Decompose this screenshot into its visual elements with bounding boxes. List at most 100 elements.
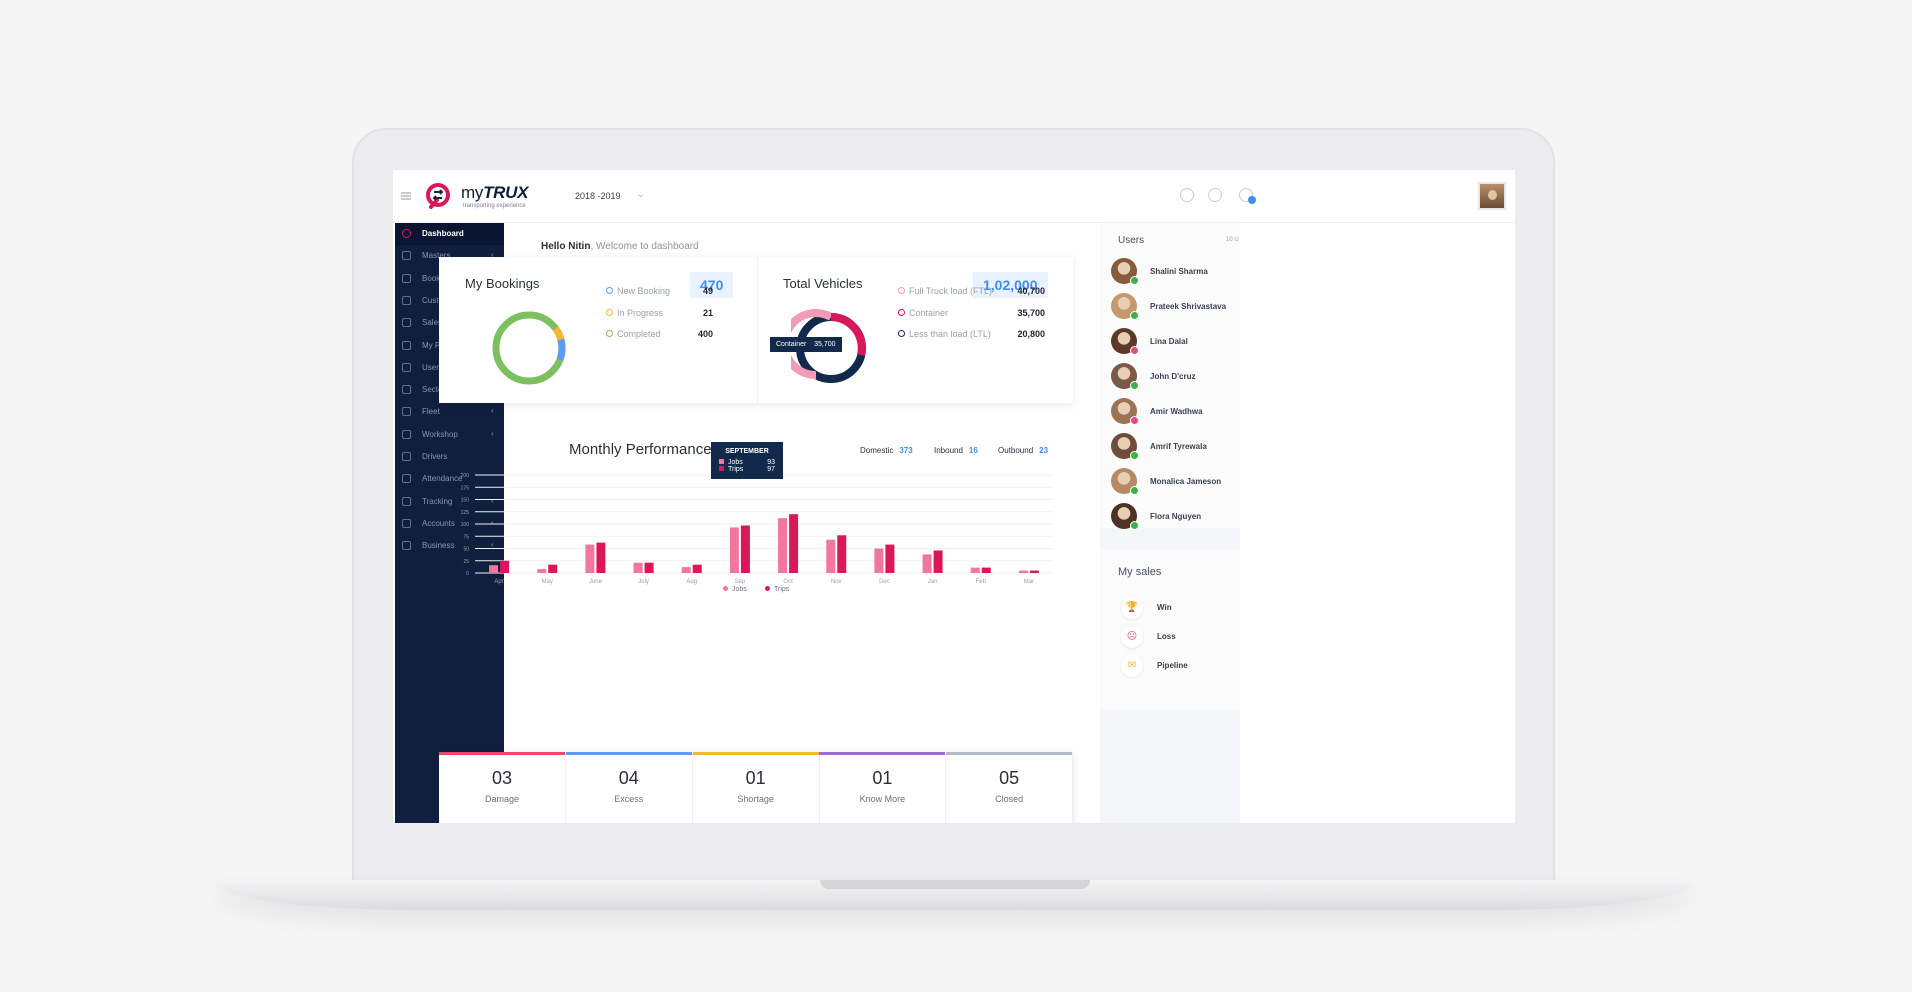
bar-trips-oct[interactable] xyxy=(789,514,799,573)
fiscal-year-select[interactable]: 2018 -2019 xyxy=(575,191,621,201)
performance-title: Monthly Performance xyxy=(569,441,712,458)
tile-excess[interactable]: 04 Excess xyxy=(565,752,693,823)
bar-trips-nov[interactable] xyxy=(837,535,847,573)
legend-marker xyxy=(606,287,613,294)
sidebar-item-tracking[interactable]: Tracking ‹ xyxy=(395,491,504,513)
chevron-down-icon[interactable]: ⌄ xyxy=(637,189,645,199)
bar-jobs-aug[interactable] xyxy=(681,567,691,573)
settings-icon[interactable] xyxy=(1208,188,1222,202)
user-item[interactable]: Amir Wadhwa xyxy=(1111,398,1239,428)
legend-value: 49 xyxy=(702,286,713,296)
bar-trips-aug[interactable] xyxy=(692,564,702,573)
sales-item-win[interactable]: 🏆 Win xyxy=(1121,597,1231,621)
stat-outbound: Outbound 23 xyxy=(998,446,1048,455)
sidebar-item-masters[interactable]: Masters ‹ xyxy=(395,245,504,267)
calendar-icon[interactable] xyxy=(1180,188,1194,202)
vehicles-title: Total Vehicles xyxy=(783,276,863,291)
x-tick-label: Feb xyxy=(976,579,987,585)
user-item[interactable]: Monalica Jameson xyxy=(1111,468,1239,498)
legend-label: Container xyxy=(909,307,949,318)
x-tick-label: Nov xyxy=(831,579,842,585)
bar-jobs-dec[interactable] xyxy=(874,548,884,574)
user-item[interactable]: Prateek Shrivastava xyxy=(1111,293,1239,323)
bar-trips-apr[interactable] xyxy=(500,560,510,573)
sidebar-item-fleet[interactable]: Fleet ‹ xyxy=(395,401,504,423)
stat-value: 373 xyxy=(899,446,913,455)
status-indicator xyxy=(1130,311,1139,320)
user-item[interactable]: Lina Dalal xyxy=(1111,328,1239,358)
sidebar-item-drivers[interactable]: Drivers xyxy=(395,446,504,468)
legend-item-jobs[interactable]: Jobs xyxy=(723,586,747,593)
sales-item-pipeline[interactable]: ✉ Pipeline xyxy=(1121,655,1231,679)
bar-trips-sep[interactable] xyxy=(740,525,750,573)
app-screen: myTRUX transporting experience 2018 -201… xyxy=(393,170,1515,823)
bar-jobs-july[interactable] xyxy=(633,562,643,573)
home-icon xyxy=(402,251,411,261)
bar-jobs-nov[interactable] xyxy=(826,539,836,573)
sidebar-item-attendance[interactable]: Attendance xyxy=(395,468,504,490)
bar-trips-july[interactable] xyxy=(644,562,654,573)
bar-jobs-apr[interactable] xyxy=(489,565,499,573)
business-icon xyxy=(402,541,411,551)
bar-trips-dec[interactable] xyxy=(885,544,895,573)
workshop-icon xyxy=(402,429,411,439)
bar-trips-june[interactable] xyxy=(596,542,606,573)
legend-label: Trips xyxy=(774,586,790,593)
sidebar-item-workshop[interactable]: Workshop ‹ xyxy=(395,424,504,446)
bookings-title: My Bookings xyxy=(465,276,540,291)
card-divider xyxy=(757,257,758,403)
x-tick-label: June xyxy=(589,579,603,585)
sidebar-item-sector[interactable]: Sector xyxy=(395,379,504,401)
tooltip-row-jobs: Jobs 93 xyxy=(719,459,775,466)
users-count: 10 U xyxy=(1226,237,1239,243)
x-tick-label: Dec xyxy=(879,579,890,585)
x-tick-label: Apr xyxy=(494,579,503,585)
chevron-left-icon: ‹ xyxy=(491,428,494,438)
tile-shortage[interactable]: 01 Shortage xyxy=(692,752,820,823)
tile-know-more[interactable]: 01 Know More xyxy=(819,752,947,823)
legend-item-trips[interactable]: Trips xyxy=(765,586,789,593)
sidebar-item-sales[interactable]: Sales xyxy=(395,312,504,334)
user-name: Flora Nguyen xyxy=(1150,512,1202,521)
bar-jobs-sep[interactable] xyxy=(729,527,739,573)
chart-tooltip: SEPTEMBER Jobs 93 Trips 97 xyxy=(711,442,783,479)
user-name: Monalica Jameson xyxy=(1150,477,1222,486)
legend-label: Completed xyxy=(617,329,661,339)
bar-jobs-mar[interactable] xyxy=(1018,570,1028,573)
sidebar-item-users[interactable]: Users xyxy=(395,357,504,379)
sidebar-item-label: Workshop xyxy=(422,429,458,439)
user-item[interactable]: Amrif Tyrewala xyxy=(1111,433,1239,463)
bar-trips-feb[interactable] xyxy=(981,567,991,573)
sidebar-item-dashboard[interactable]: Dashboard xyxy=(395,223,504,245)
bar-trips-may[interactable] xyxy=(548,564,558,573)
bar-jobs-may[interactable] xyxy=(537,569,547,573)
bar-trips-mar[interactable] xyxy=(1029,570,1039,573)
bar-jobs-june[interactable] xyxy=(585,544,595,573)
sidebar-item-accounts[interactable]: Accounts ‹ xyxy=(395,513,504,535)
bar-jobs-oct[interactable] xyxy=(778,518,788,573)
bar-jobs-jan[interactable] xyxy=(922,554,932,573)
tile-closed[interactable]: 05 Closed xyxy=(946,752,1074,823)
x-tick-label: Jan xyxy=(928,579,938,585)
vehicles-tooltip: Container 35,700 xyxy=(770,337,842,352)
user-item[interactable]: John D'cruz xyxy=(1111,363,1239,393)
tile-accent-bar xyxy=(692,752,819,755)
sidebar-item-business[interactable]: Business ‹ xyxy=(395,535,504,557)
tile-damage[interactable]: 03 Damage xyxy=(439,752,566,823)
users-title: Users xyxy=(1118,235,1145,246)
menu-icon[interactable] xyxy=(401,192,411,200)
status-indicator xyxy=(1130,416,1139,425)
profile-avatar[interactable] xyxy=(1478,182,1506,210)
tile-label: Know More xyxy=(859,794,906,804)
user-name: Prateek Shrivastava xyxy=(1150,302,1227,311)
y-tick-label: 25 xyxy=(463,559,469,565)
sales-item-loss[interactable]: ☹ Loss xyxy=(1121,626,1231,650)
user-item[interactable]: Flora Nguyen xyxy=(1111,503,1239,533)
tile-accent-bar xyxy=(439,752,565,755)
notification-icon[interactable] xyxy=(1239,188,1256,204)
user-item[interactable]: Shalini Sharma xyxy=(1111,258,1239,288)
y-tick-label: 100 xyxy=(461,522,470,528)
bar-jobs-feb[interactable] xyxy=(970,567,980,573)
bar-trips-jan[interactable] xyxy=(933,550,943,573)
chart-legend: Jobs Trips xyxy=(723,586,823,598)
